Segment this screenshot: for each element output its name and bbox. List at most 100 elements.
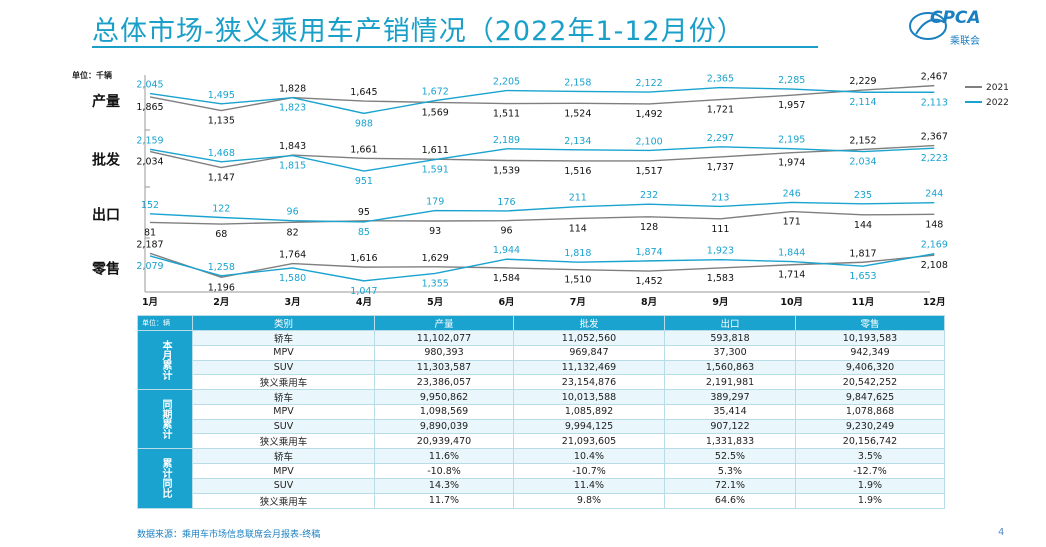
table-cell: 23,386,057 <box>374 374 514 391</box>
logo-subtitle: 乘联会 <box>950 36 980 47</box>
table-header-row: 单位：辆 类别 产量 批发 出口 零售 <box>137 315 945 331</box>
table-cell: 1.9% <box>795 492 945 509</box>
data-label: 2,169 <box>921 240 948 251</box>
table-cell: 52.5% <box>664 448 796 465</box>
data-label: 1,495 <box>208 90 235 101</box>
panel-label: 出口 <box>92 207 120 224</box>
table-cell: 9,847,625 <box>795 389 945 406</box>
data-label: 1,468 <box>208 148 235 159</box>
x-tick-label: 12月 <box>923 297 946 308</box>
table-cell: 23,154,876 <box>513 374 665 391</box>
table-cell: 1,085,892 <box>513 404 665 420</box>
data-label: 1,258 <box>208 262 235 273</box>
table-cell: 5.3% <box>664 463 796 479</box>
data-label: 1,817 <box>849 248 876 259</box>
row-group-label: 累计同比 <box>137 448 193 509</box>
table-cell: 11,132,469 <box>513 359 665 376</box>
data-label: 114 <box>569 223 587 234</box>
data-label: 1,737 <box>707 162 734 173</box>
data-label: 1,865 <box>136 102 163 113</box>
data-label: 1,452 <box>635 276 662 287</box>
title-underline <box>92 46 818 48</box>
table-row: MPV -10.8% -10.7% 5.3% -12.7% <box>138 463 945 479</box>
data-label: 2,229 <box>849 76 876 87</box>
row-category: 狭义乘用车 <box>192 374 375 391</box>
table-cell: 9,406,320 <box>795 359 945 376</box>
row-category: 轿车 <box>192 448 375 465</box>
table-cell: 10,193,583 <box>795 330 945 346</box>
table-cell: 980,393 <box>374 345 514 361</box>
data-label: 1,653 <box>849 271 876 282</box>
table-row: SUV 11,303,587 11,132,469 1,560,863 9,406,32… <box>138 359 945 376</box>
data-label: 1,569 <box>422 107 449 118</box>
header-wholesale: 批发 <box>513 315 665 331</box>
data-label: 2,045 <box>136 80 163 91</box>
table-cell: 1.9% <box>795 477 945 494</box>
data-label: 148 <box>925 219 943 230</box>
x-tick-label: 2月 <box>213 297 229 308</box>
data-label: 144 <box>854 220 872 231</box>
panel-label: 零售 <box>91 261 120 278</box>
data-label: 2,205 <box>493 77 520 88</box>
data-label: 96 <box>287 207 299 218</box>
data-label: 1,147 <box>208 173 235 184</box>
logo-text: CPCA <box>930 8 981 28</box>
table-row: MPV 1,098,569 1,085,892 35,414 1,078,868 <box>138 404 945 420</box>
table-cell: 1,331,833 <box>664 433 796 450</box>
data-label: 2,034 <box>849 157 876 168</box>
data-label: 1,661 <box>350 144 377 155</box>
row-category: MPV <box>192 404 375 420</box>
table-cell: 9.8% <box>513 492 665 509</box>
data-label: 1,721 <box>707 105 734 116</box>
data-label: 122 <box>212 203 230 214</box>
table-cell: 37,300 <box>664 345 796 361</box>
x-tick-label: 9月 <box>712 297 728 308</box>
table-cell: 9,890,039 <box>374 418 514 435</box>
data-label: 1,580 <box>279 273 306 284</box>
table-row: MPV 980,393 969,847 37,300 942,349 <box>138 345 945 361</box>
data-label: 2,079 <box>136 261 163 272</box>
data-label: 2,134 <box>564 136 591 147</box>
table-cell: 9,230,249 <box>795 418 945 435</box>
data-label: 2,223 <box>921 153 948 164</box>
data-label: 2,195 <box>778 135 805 146</box>
table-cell: 64.6% <box>664 492 796 509</box>
data-label: 246 <box>783 188 801 199</box>
data-label: 1,611 <box>422 145 449 156</box>
data-label: 2,159 <box>136 135 163 146</box>
series-line-2021 <box>149 84 935 112</box>
table-row: 狭义乘用车 11.7% 9.8% 64.6% 1.9% <box>138 492 945 509</box>
legend-label-2021: 2021 <box>986 83 1009 93</box>
data-label: 2,158 <box>564 77 591 88</box>
x-tick-label: 1月 <box>142 297 158 308</box>
table-cell: 20,542,252 <box>795 374 945 391</box>
table-cell: 20,156,742 <box>795 433 945 450</box>
table-cell: 942,349 <box>795 345 945 361</box>
row-group-label: 本月累计 <box>137 329 193 391</box>
page-title: 总体市场-狭义乘用车产销情况（2022年1-12月份） <box>92 16 745 47</box>
series-line-2022 <box>149 146 935 172</box>
data-label: 1,524 <box>564 108 591 119</box>
table-cell: 11,303,587 <box>374 359 514 376</box>
table-cell: -10.7% <box>513 463 665 479</box>
header-retail: 零售 <box>795 315 945 331</box>
legend-label-2022: 2022 <box>986 98 1009 108</box>
row-group-label: 同期累计 <box>137 389 193 450</box>
table-cell: 20,939,470 <box>374 433 514 450</box>
series-line-2022 <box>149 253 935 282</box>
data-label: 2,114 <box>849 97 876 108</box>
data-label: 1,974 <box>778 158 805 169</box>
table-row: SUV 9,890,039 9,994,125 907,122 9,230,249 <box>138 418 945 435</box>
data-label: 1,874 <box>635 247 662 258</box>
data-label: 1,843 <box>279 141 306 152</box>
data-label: 2,365 <box>707 74 734 85</box>
header-category: 类别 <box>192 315 375 331</box>
data-label: 93 <box>429 226 441 237</box>
x-tick-label: 10月 <box>780 297 803 308</box>
data-label: 2,467 <box>921 72 948 83</box>
table-row: 同期累计 轿车 9,950,862 10,013,588 389,297 9,847,62… <box>137 389 945 450</box>
table-cell: 3.5% <box>795 448 945 465</box>
line-chart: 产量 1,865 1,135 1,828 1,645 1,569 1,511 1,524 1,4… <box>91 72 1009 308</box>
table-row: 本月累计 轿车 11,102,077 11,052,560 593,818 10,193,… <box>137 329 945 391</box>
table-cell: 21,093,605 <box>513 433 665 450</box>
